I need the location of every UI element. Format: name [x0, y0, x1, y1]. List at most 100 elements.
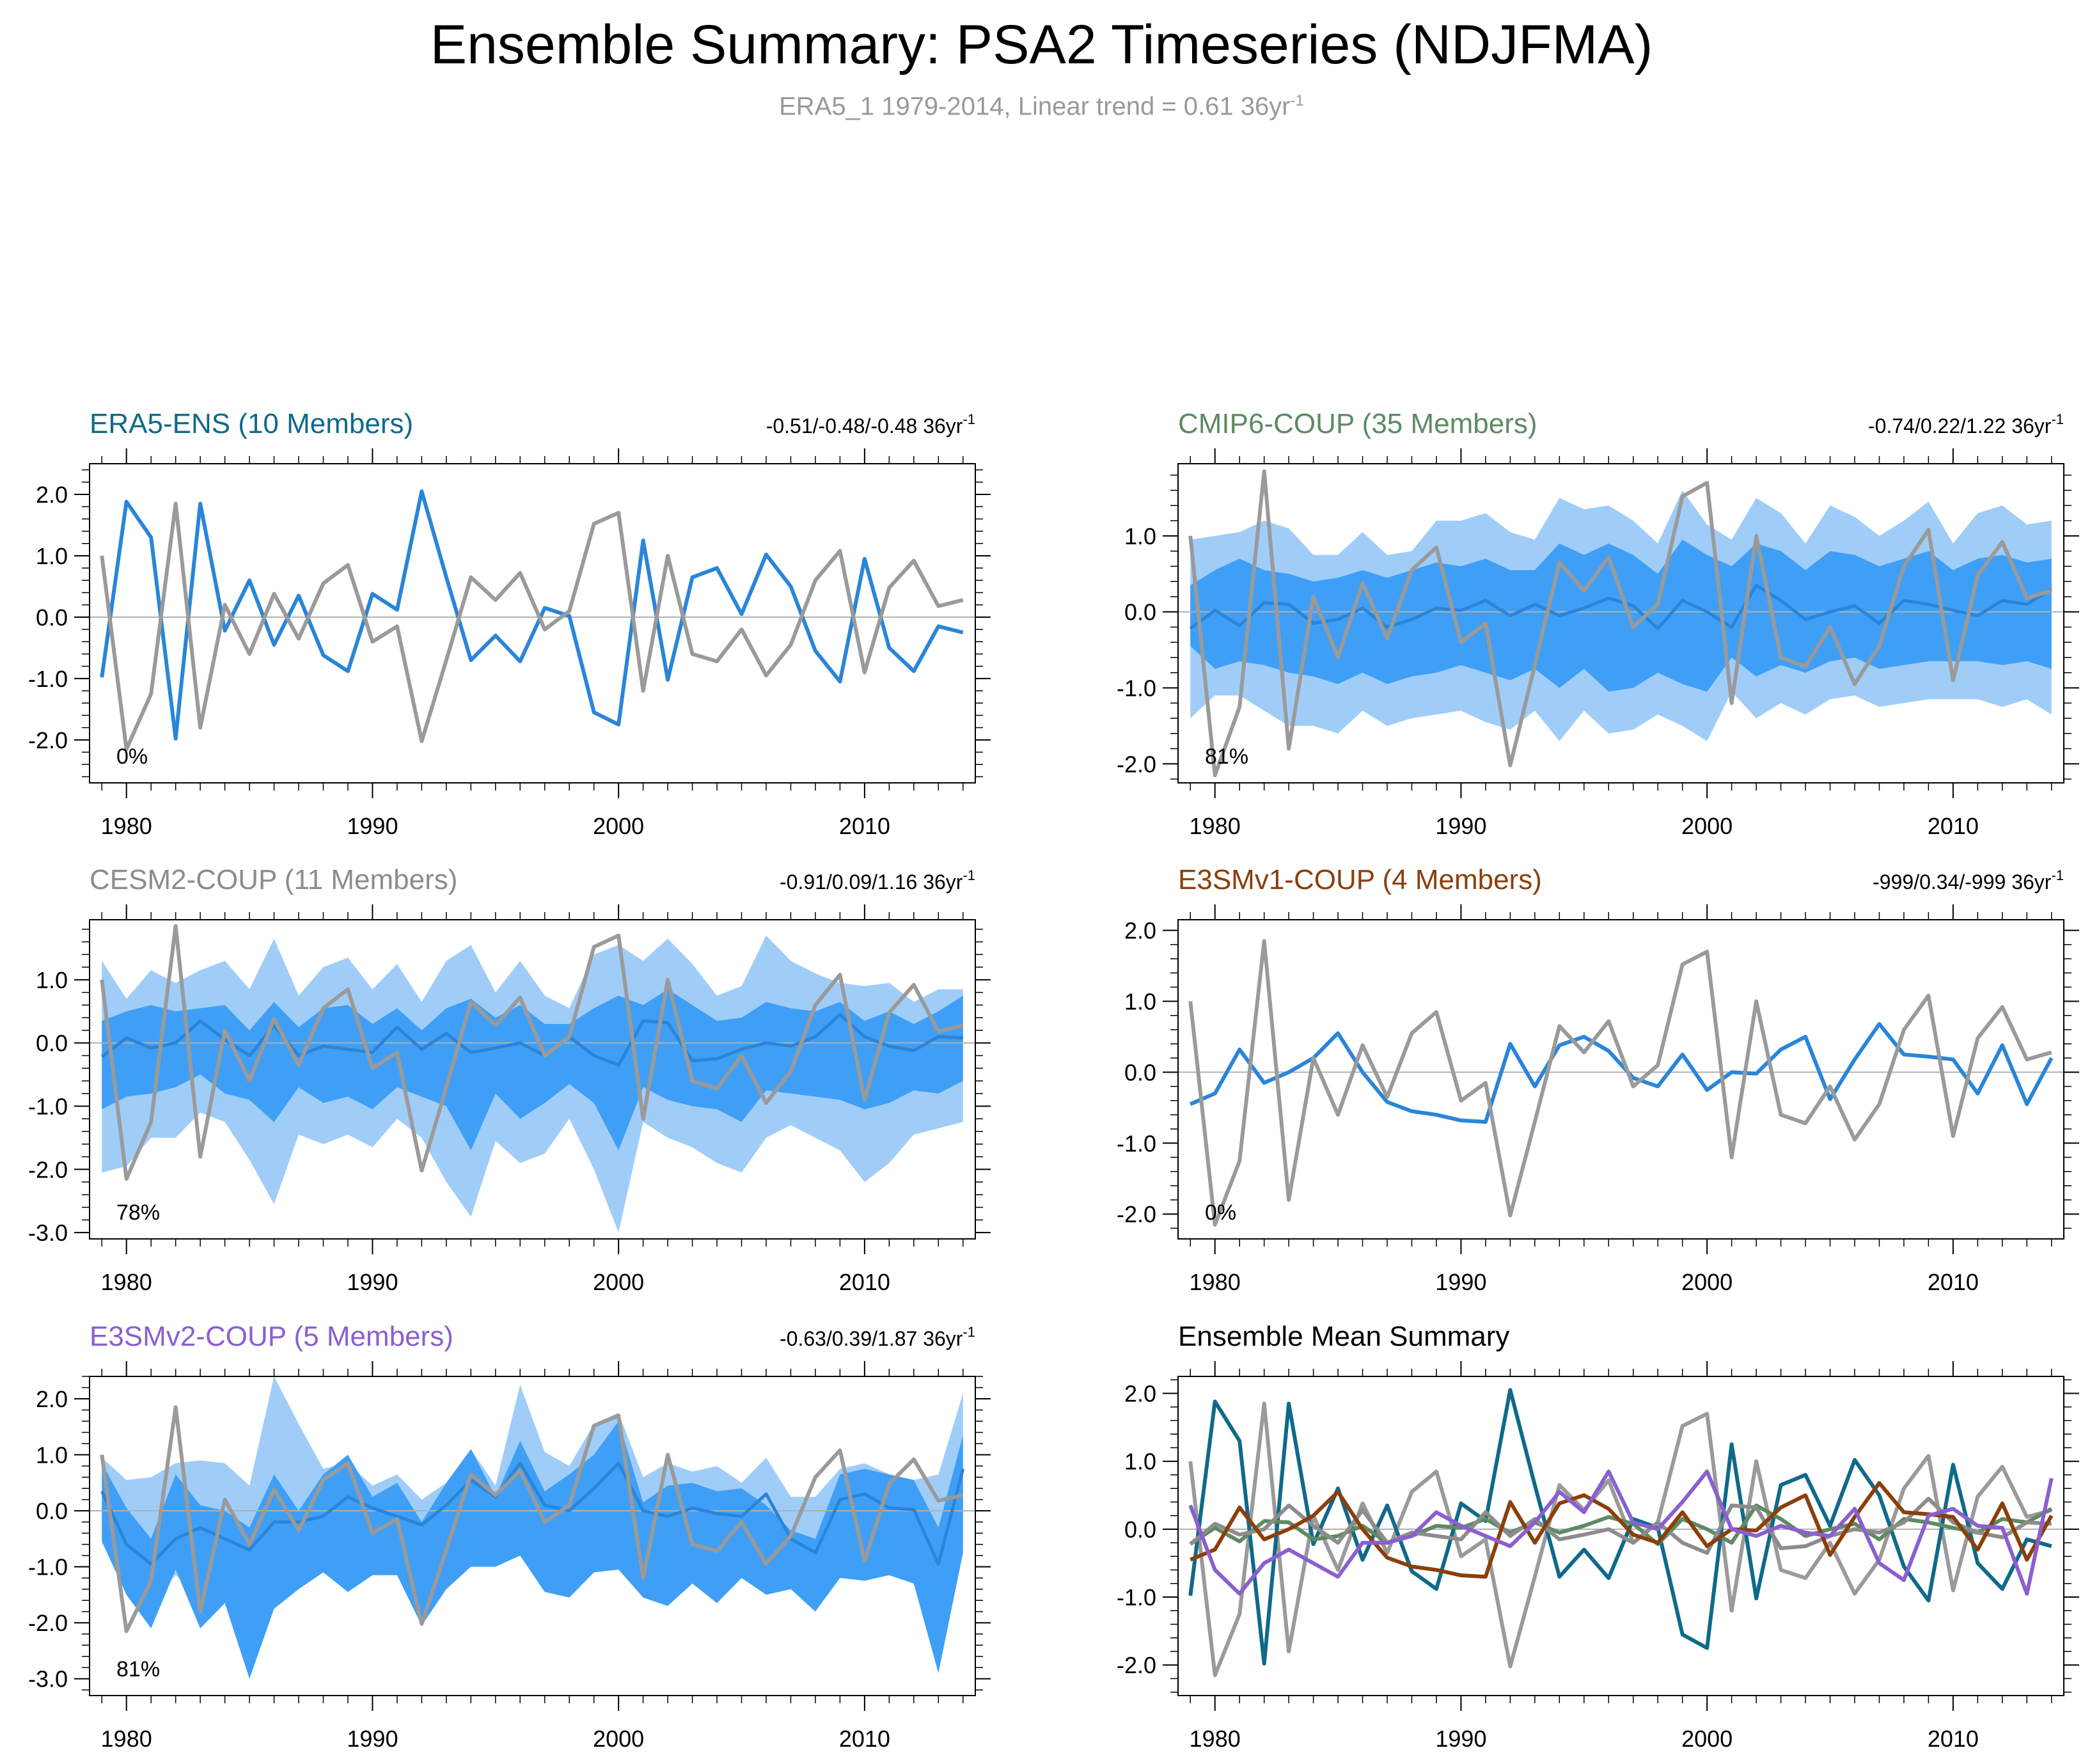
- trend-exponent: -1: [2051, 867, 2064, 883]
- y-tick-label: -3.0: [28, 1666, 68, 1692]
- subtitle-exponent: -1: [1290, 92, 1304, 109]
- panel-title: E3SMv2-COUP (5 Members): [90, 1321, 453, 1352]
- ens-mean-line-e3smv1-coup: [1190, 1481, 2054, 1579]
- panel-title: ERA5-ENS (10 Members): [90, 408, 413, 439]
- ens-mean-line: [100, 1461, 965, 1566]
- x-tick-label: 2010: [839, 1726, 890, 1752]
- y-tick-label: -1.0: [28, 1093, 68, 1119]
- y-tick-label: 0.0: [1124, 1516, 1156, 1543]
- x-tick-label: 2010: [839, 813, 890, 839]
- x-tick-label: 2010: [1928, 1726, 1979, 1752]
- trend-value: -999/0.34/-999 36yr: [1873, 870, 2052, 894]
- plot-frame: [89, 463, 976, 784]
- panel-5: -3.0 -2.0 -1.0 0.0 1.0 2.0 1980 1990 2000 2010 E3S…: [28, 1321, 991, 1752]
- y-tick-label: -2.0: [28, 1610, 68, 1636]
- y-tick-label: 0.0: [36, 1498, 68, 1524]
- plot-frame: [1177, 463, 2064, 784]
- x-tick-label: 1980: [101, 813, 152, 839]
- obs-line: [100, 1405, 964, 1634]
- trend-label: -0.91/0.09/1.16 36yr-1: [780, 867, 975, 894]
- percent-label: 78%: [116, 1201, 160, 1225]
- y-tick-label: -1.0: [1117, 1584, 1156, 1610]
- y-tick-label: 2.0: [36, 1386, 68, 1412]
- x-tick-label: 1990: [347, 1269, 398, 1295]
- plot-area: [1178, 1388, 2064, 1678]
- trend-label: -0.51/-0.48/-0.48 36yr-1: [766, 411, 975, 437]
- y-tick-label: 2.0: [1124, 918, 1156, 944]
- figure-subtitle: ERA5_1 1979-2014, Linear trend = 0.61 36…: [0, 83, 2083, 124]
- trend-exponent: -1: [2051, 411, 2064, 427]
- x-tick-label: 1980: [101, 1269, 152, 1295]
- obs-line: [100, 501, 964, 752]
- y-tick-label: 0.0: [1124, 599, 1156, 626]
- x-tick-label: 1980: [1190, 1269, 1241, 1295]
- x-tick-label: 1990: [347, 813, 398, 839]
- x-tick-label: 2000: [1681, 1269, 1733, 1295]
- trend-value: -0.51/-0.48/-0.48 36yr: [766, 414, 963, 437]
- panel-6: -2.0 -1.0 0.0 1.0 2.0 1980 1990 2000 2010 Ensembl…: [1117, 1321, 2079, 1752]
- x-tick-label: 2010: [1928, 813, 1979, 839]
- panel-title: Ensemble Mean Summary: [1178, 1321, 1509, 1352]
- y-tick-label: -2.0: [28, 1156, 68, 1183]
- trend-value: -0.74/0.22/1.22 36yr: [1868, 414, 2052, 437]
- y-tick-label: 1.0: [36, 967, 68, 993]
- y-tick-label: 0.0: [36, 604, 68, 631]
- y-tick-label: 2.0: [1124, 1381, 1156, 1407]
- x-tick-label: 2000: [593, 1269, 644, 1295]
- panel-title: E3SMv1-COUP (4 Members): [1178, 864, 1542, 895]
- y-tick-label: -2.0: [28, 727, 68, 753]
- plot-frame: [1177, 1376, 2064, 1696]
- plot-area: [90, 924, 975, 1233]
- percent-label: 0%: [116, 744, 148, 769]
- obs-line: [1188, 469, 2052, 778]
- spread-band-inner: [102, 989, 963, 1151]
- y-tick-label: 0.0: [1124, 1059, 1156, 1085]
- percent-label: 0%: [1205, 1201, 1236, 1225]
- panel-2: -2.0 -1.0 0.0 1.0 1980 1990 2000 2010 CMIP6-COUP…: [1117, 408, 2079, 839]
- plot-area: [90, 489, 975, 752]
- trend-exponent: -1: [963, 867, 975, 883]
- y-tick-label: -3.0: [28, 1220, 68, 1246]
- panel-title: CMIP6-COUP (35 Members): [1178, 408, 1537, 439]
- plot-area: [1178, 939, 2064, 1227]
- x-tick-label: 2010: [1928, 1269, 1979, 1295]
- panel-3: -3.0 -2.0 -1.0 0.0 1.0 1980 1990 2000 2010 CESM2-…: [28, 864, 991, 1295]
- ens-mean-line: [1190, 1022, 2054, 1124]
- ens-mean-line-cesm2-coup: [1189, 1497, 2052, 1555]
- x-tick-label: 2000: [593, 1726, 644, 1752]
- trend-label: -999/0.34/-999 36yr-1: [1873, 867, 2064, 894]
- percent-label: 81%: [116, 1657, 160, 1681]
- ens-mean-line: [1189, 583, 2053, 631]
- plot-frame: [1177, 919, 2064, 1240]
- x-tick-label: 2010: [839, 1269, 890, 1295]
- obs-line: [1188, 1401, 2052, 1678]
- y-tick-label: -2.0: [1117, 751, 1156, 777]
- y-tick-label: 0.0: [36, 1030, 68, 1057]
- y-tick-label: -2.0: [1117, 1652, 1156, 1678]
- spread-band-inner: [1190, 539, 2052, 692]
- trend-value: -0.63/0.39/1.87 36yr: [780, 1327, 963, 1350]
- x-tick-label: 1990: [347, 1726, 398, 1752]
- obs-line: [100, 924, 964, 1181]
- x-tick-label: 1990: [1435, 1269, 1486, 1295]
- figure-title: Ensemble Summary: PSA2 Timeseries (NDJFM…: [430, 14, 1653, 75]
- x-tick-label: 1980: [1190, 813, 1241, 839]
- spread-band-inner: [102, 1421, 963, 1679]
- x-tick-label: 2000: [1681, 813, 1733, 839]
- y-tick-label: -1.0: [1117, 1130, 1156, 1156]
- subtitle-text: ERA5_1 1979-2014, Linear trend = 0.61 36…: [779, 92, 1291, 121]
- y-tick-label: -1.0: [28, 1554, 68, 1580]
- plot-frame: [89, 919, 976, 1240]
- plot-frame: [89, 1376, 976, 1696]
- ens-mean-line: [100, 489, 964, 741]
- trend-exponent: -1: [963, 411, 975, 427]
- trend-label: -0.74/0.22/1.22 36yr-1: [1868, 411, 2064, 437]
- y-tick-label: 1.0: [1124, 989, 1156, 1015]
- x-tick-label: 1990: [1435, 1726, 1486, 1752]
- ens-mean-line: [100, 1012, 963, 1067]
- trend-label: -0.63/0.39/1.87 36yr-1: [780, 1324, 975, 1350]
- trend-exponent: -1: [963, 1324, 975, 1340]
- percent-label: 81%: [1205, 744, 1248, 769]
- y-tick-label: 2.0: [36, 482, 68, 508]
